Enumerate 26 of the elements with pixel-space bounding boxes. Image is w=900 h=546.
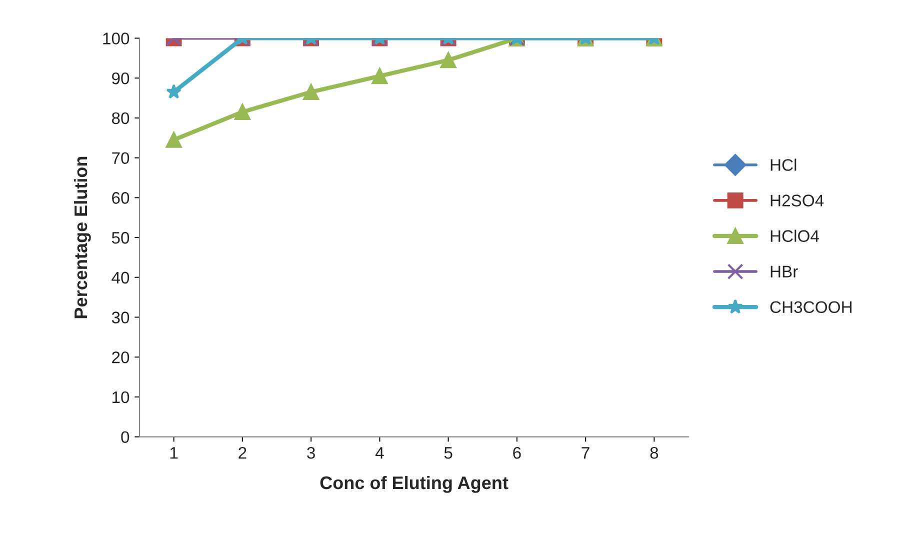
y-tick-label: 50 [112, 232, 130, 244]
y-tick-label: 70 [112, 152, 130, 164]
legend-label: HCl [770, 158, 796, 171]
y-tick-label: 100 [103, 32, 130, 44]
y-axis-title: Percentage Elution [74, 156, 91, 318]
x-tick-label: 2 [238, 446, 246, 459]
y-tick-label: 0 [121, 431, 130, 444]
x-tick-label: 7 [582, 447, 590, 459]
x-axis-title: Conc of Eluting Agent [320, 476, 508, 493]
legend-label: CH3COOH [770, 301, 852, 314]
y-tick-label: 60 [112, 192, 130, 204]
x-tick-label: 8 [650, 446, 658, 459]
x-tick-label: 5 [444, 447, 452, 459]
legend-label: HBr [770, 266, 798, 278]
y-tick-label: 20 [112, 351, 130, 364]
x-tick-label: 1 [170, 447, 178, 459]
y-tick-label: 30 [112, 312, 130, 324]
x-tick-label: 4 [375, 447, 384, 459]
y-tick-label: 40 [112, 272, 130, 284]
y-tick-label: 90 [112, 72, 130, 84]
y-tick-label: 10 [112, 391, 130, 404]
y-tick-label: 80 [112, 112, 130, 124]
legend-label: H2SO4 [770, 194, 824, 206]
x-tick-label: 6 [513, 446, 521, 459]
legend-label: HClO4 [770, 230, 819, 242]
x-tick-label: 3 [307, 446, 315, 459]
